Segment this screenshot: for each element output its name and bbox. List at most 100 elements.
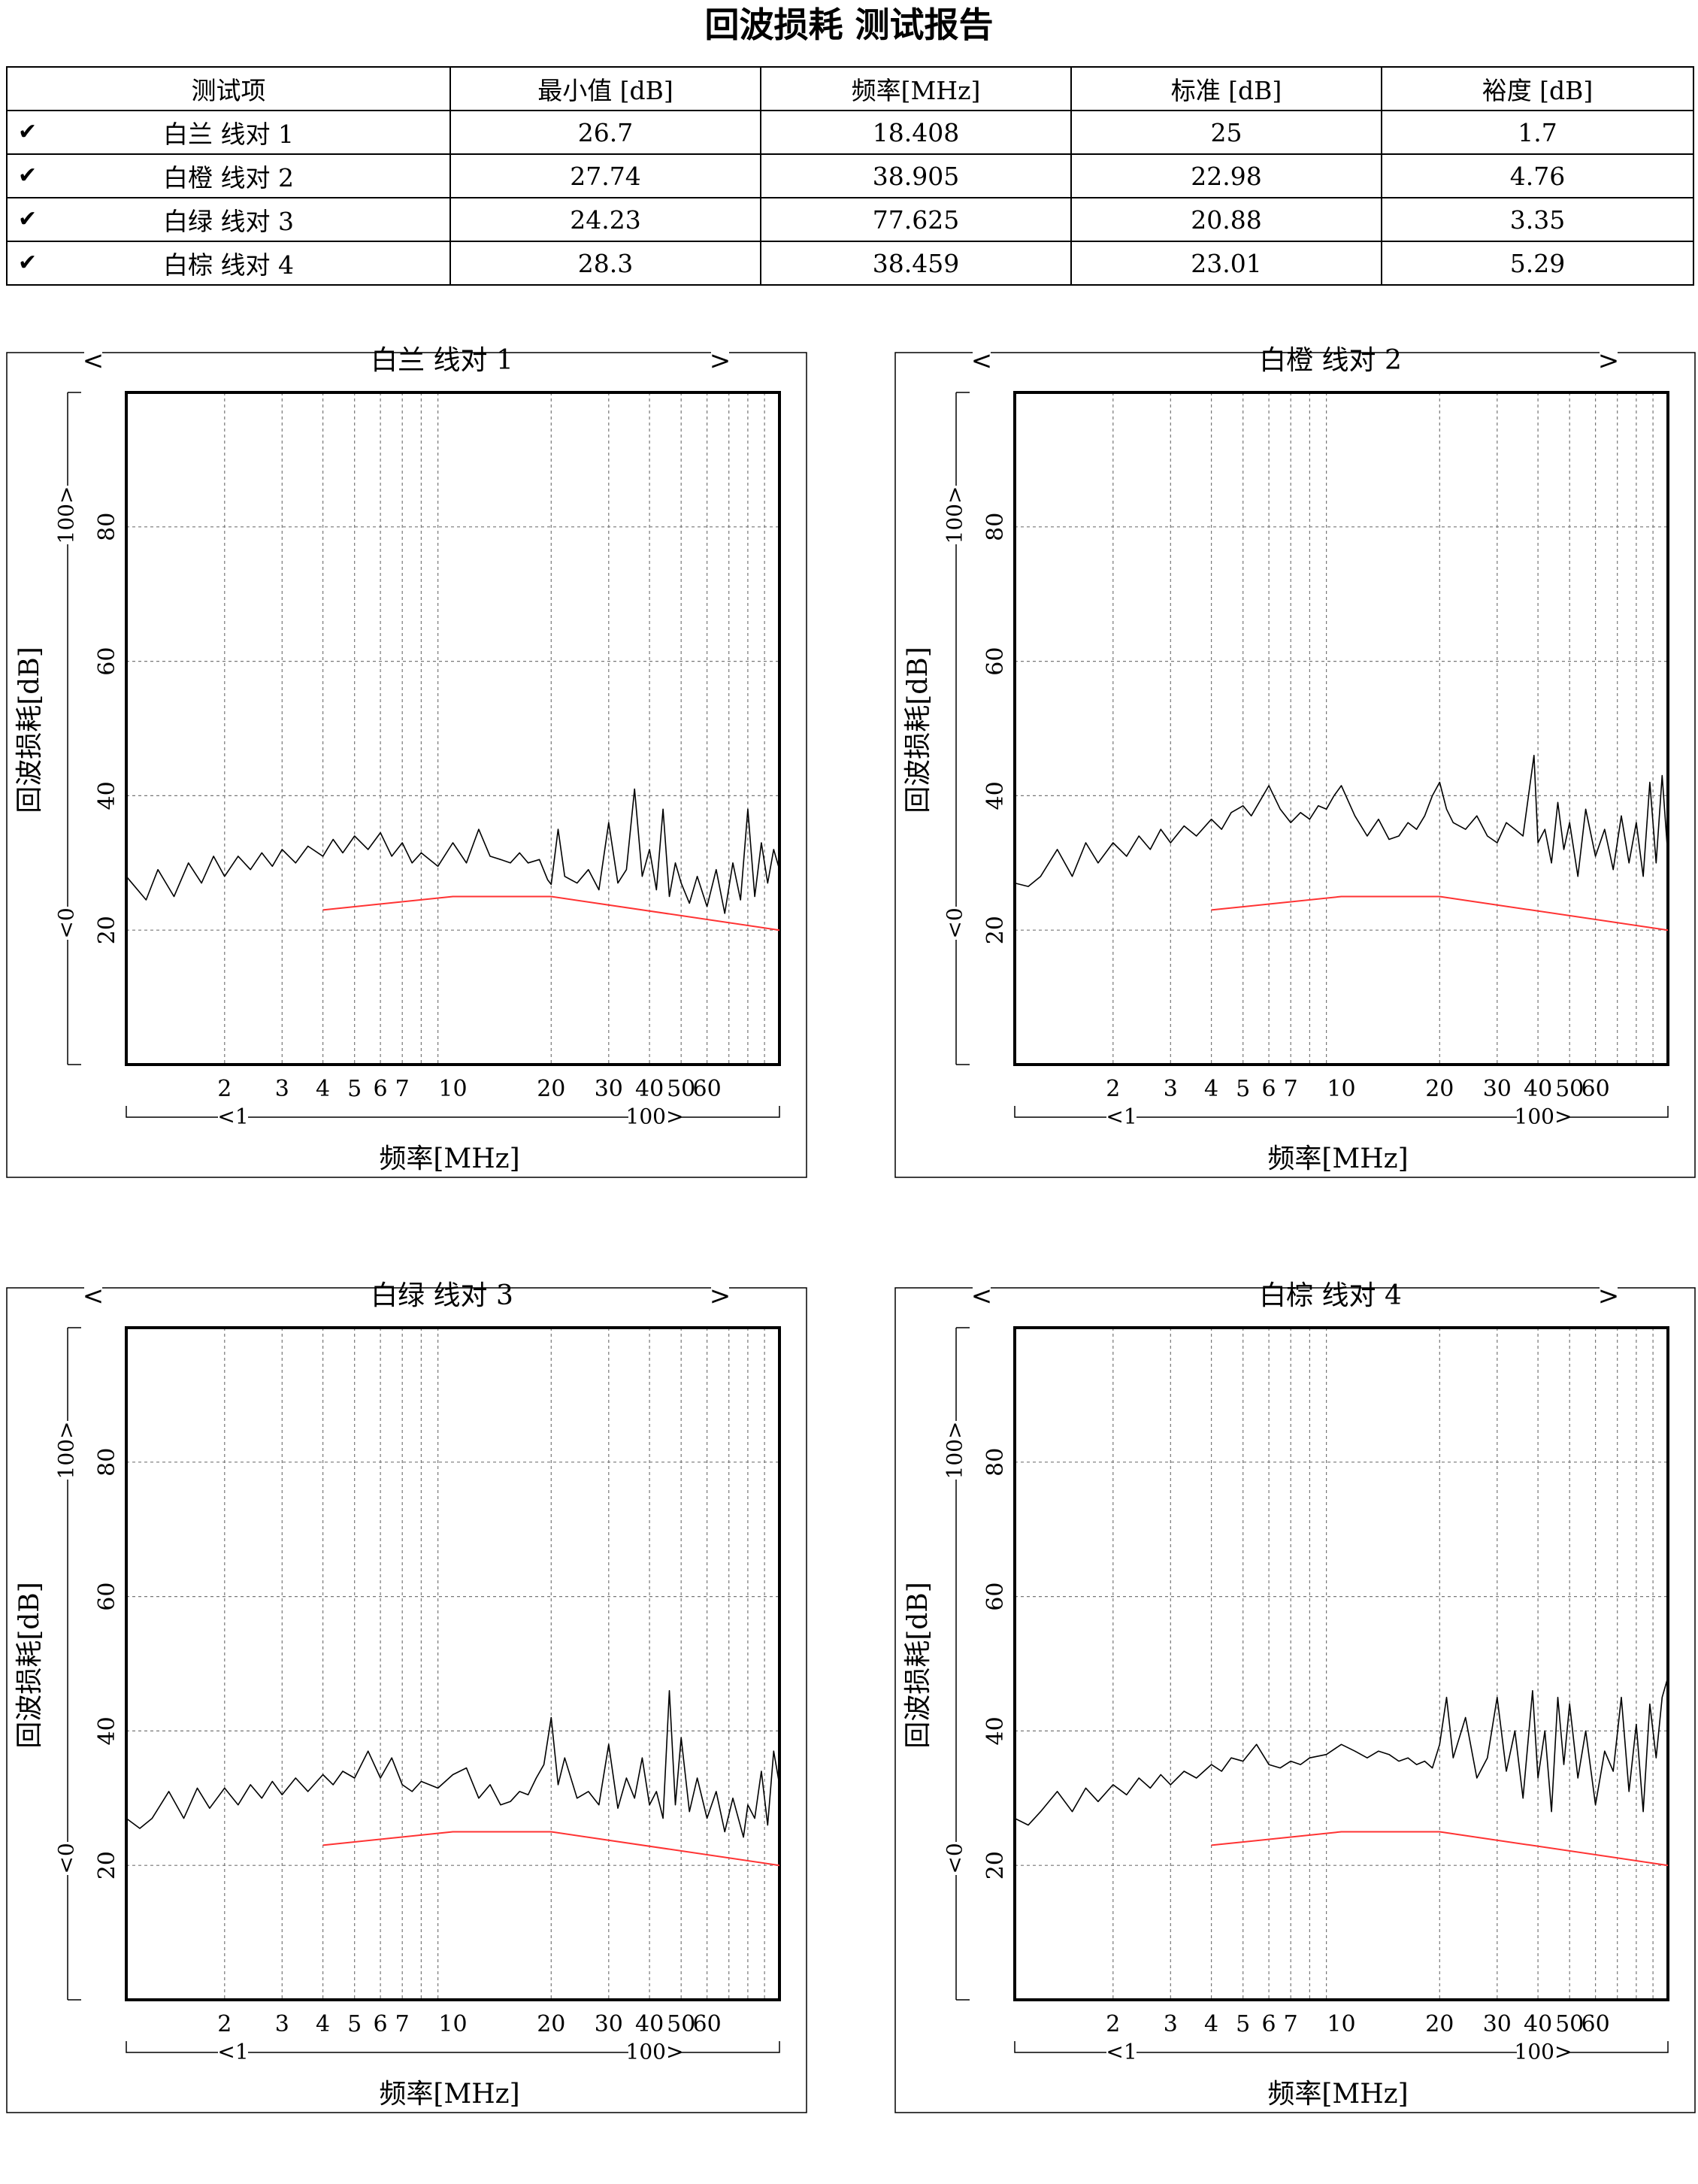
nav-next-icon: > (1598, 346, 1620, 376)
pass-check-icon: ✔ (18, 206, 38, 232)
y-tick-label: 20 (982, 916, 1009, 944)
y-range-max-label: 100> (54, 1422, 79, 1480)
x-axis-label: 频率[MHz] (1267, 2079, 1408, 2110)
y-tick-label: 20 (94, 916, 120, 944)
nav-prev-bg (973, 347, 991, 377)
test-item-name: 白绿 线对 3 (163, 207, 294, 236)
chart-frame (6, 352, 807, 1178)
x-tick-label: 20 (1425, 2011, 1454, 2037)
y-tick-label: 80 (982, 1448, 1009, 1477)
x-tick-label: 10 (1327, 1076, 1355, 1102)
col-header-margin: 裕度 [dB] (1381, 66, 1694, 111)
limit-series-line (322, 895, 780, 931)
x-range-max-label: 100> (1515, 1104, 1572, 1129)
y-range-min-bg (56, 907, 80, 940)
standard-cell: 23.01 (1070, 241, 1382, 286)
x-tick-label: 20 (537, 1076, 565, 1102)
x-range-max-label: 100> (626, 1104, 684, 1129)
x-range-min-bg (1106, 1105, 1137, 1129)
limit-series-line (1211, 1831, 1669, 1867)
x-tick-label: 2 (1106, 2011, 1120, 2037)
x-axis-label: 频率[MHz] (1267, 1143, 1408, 1174)
x-range-max-bg (628, 1105, 681, 1129)
x-tick-label: 4 (316, 1076, 330, 1102)
nav-prev-icon: < (83, 346, 104, 376)
y-axis-label: 回波损耗[dB] (14, 1582, 45, 1749)
y-range-max-label: 100> (54, 486, 79, 544)
standard-cell: 20.88 (1070, 197, 1382, 242)
x-tick-label: 60 (1581, 2011, 1610, 2037)
nav-prev-icon: < (83, 1281, 104, 1311)
y-tick-label: 60 (982, 1583, 1009, 1611)
margin-cell: 3.35 (1381, 197, 1694, 242)
grid-lines (1015, 392, 1668, 1065)
col-header-frequency: 频率[MHz] (760, 66, 1072, 111)
y-axis-label: 回波损耗[dB] (903, 1582, 934, 1749)
y-range-min-bg (944, 1842, 968, 1875)
standard-cell: 22.98 (1070, 153, 1382, 198)
x-range-max-bg (1517, 2040, 1569, 2064)
nav-prev-bg (973, 1283, 991, 1313)
min-value-cell: 24.23 (449, 197, 761, 242)
pass-check-icon: ✔ (18, 119, 38, 145)
test-item-name: 白棕 线对 4 (163, 250, 294, 280)
y-range-min-label: <0 (54, 907, 79, 938)
standard-cell: 25 (1070, 110, 1382, 155)
nav-next-bg (711, 347, 729, 377)
nav-next-icon: > (710, 1281, 731, 1311)
chart-frame (894, 352, 1696, 1178)
x-tick-label: 6 (374, 2011, 388, 2037)
x-tick-label: 7 (1284, 2011, 1298, 2037)
test-item-cell: ✔ 白橙 线对 2 (6, 153, 451, 198)
grid-lines (126, 1328, 779, 2000)
y-tick-label: 20 (94, 1851, 120, 1880)
y-tick-label: 80 (982, 513, 1009, 541)
x-tick-label: 3 (1164, 2011, 1178, 2037)
frequency-cell: 38.459 (760, 241, 1072, 286)
table-row: ✔ 白棕 线对 4 28.3 38.459 23.01 5.29 (6, 241, 1694, 286)
grid-lines (126, 392, 779, 1065)
test-item-cell: ✔ 白棕 线对 4 (6, 241, 451, 286)
x-tick-label: 40 (1524, 2011, 1552, 2037)
x-tick-label: 5 (1236, 2011, 1250, 2037)
table-row: ✔ 白兰 线对 1 26.7 18.408 25 1.7 (6, 110, 1694, 155)
nav-next-bg (1600, 347, 1618, 377)
frequency-cell: 18.408 (760, 110, 1072, 155)
x-tick-label: 10 (438, 1076, 467, 1102)
plot-border (1013, 391, 1669, 1066)
limit-series-line (1211, 895, 1669, 931)
x-range-min-label: <1 (1106, 1104, 1137, 1129)
nav-next-bg (711, 1283, 729, 1313)
nav-prev-icon: < (971, 1281, 993, 1311)
nav-prev-bg (84, 1283, 102, 1313)
nav-next-icon: > (710, 346, 731, 376)
y-tick-label: 60 (94, 1583, 120, 1611)
x-tick-label: 6 (1262, 1076, 1276, 1102)
test-item-cell: ✔ 白兰 线对 1 (6, 110, 451, 155)
y-range-max-bg (56, 1421, 80, 1480)
y-range-min-label: <0 (54, 1843, 79, 1874)
x-tick-label: 4 (316, 2011, 330, 2037)
x-range-min-bg (1106, 2040, 1137, 2064)
y-range-min-bg (56, 1842, 80, 1875)
chart-title: 白橙 线对 2 (1259, 345, 1402, 376)
x-tick-label: 2 (1106, 1076, 1120, 1102)
plot-border (1013, 1326, 1669, 2001)
y-range-max-label: 100> (943, 486, 967, 544)
x-range-bracket (1014, 2041, 1669, 2053)
results-table: 测试项 最小值 [dB] 频率[MHz] 标准 [dB] 裕度 [dB] ✔ 白兰… (6, 66, 1694, 286)
nav-next-bg (1600, 1283, 1618, 1313)
col-header-standard: 标准 [dB] (1070, 66, 1382, 111)
y-tick-label: 40 (94, 1716, 120, 1745)
min-value-cell: 27.74 (449, 153, 761, 198)
measured-series-line (126, 1689, 780, 1838)
y-range-min-bg (944, 907, 968, 940)
frequency-cell: 38.905 (760, 153, 1072, 198)
x-tick-label: 5 (347, 2011, 362, 2037)
x-tick-label: 7 (395, 1076, 410, 1102)
nav-prev-icon: < (971, 346, 993, 376)
x-tick-label: 2 (217, 1076, 232, 1102)
frequency-cell: 77.625 (760, 197, 1072, 242)
x-tick-label: 50 (667, 2011, 695, 2037)
report-title: 回波损耗 测试报告 (704, 5, 994, 45)
